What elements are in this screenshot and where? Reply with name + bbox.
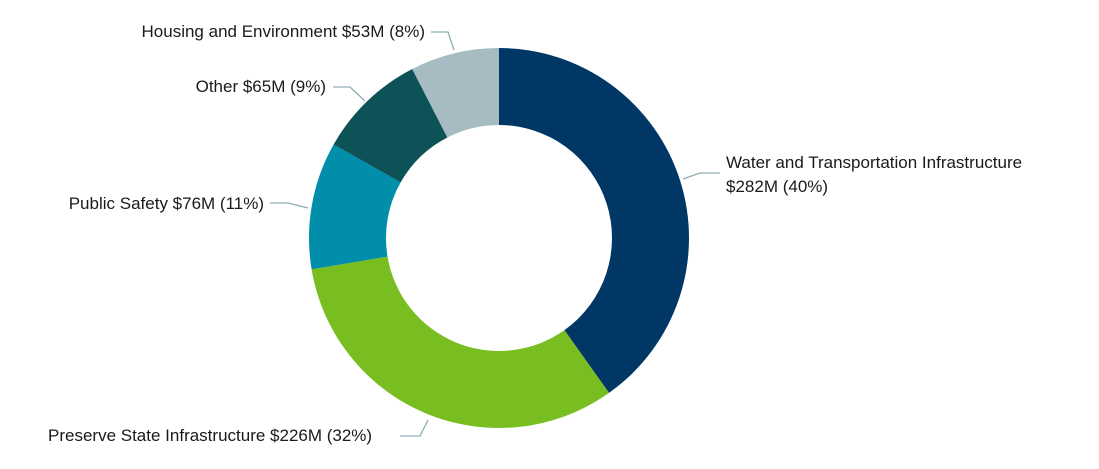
slice-label-housing: Housing and Environment $53M (8%)	[141, 22, 425, 41]
slice-label-public-safety: Public Safety $76M (11%)	[68, 194, 264, 213]
leader-line-other	[333, 86, 366, 102]
slice-housing-and-environment	[412, 48, 499, 138]
slice-other	[333, 68, 448, 183]
slice-public-safety	[309, 144, 401, 270]
leader-line-preserve	[400, 419, 429, 437]
leader-line-water	[682, 172, 720, 180]
slice-label-water-value: $282M (40%)	[726, 177, 829, 196]
slice-label-other: Other $65M (9%)	[195, 77, 326, 96]
leader-line-housing	[431, 31, 455, 51]
slice-label-preserve: Preserve State Infrastructure $226M (32%…	[48, 426, 373, 445]
slice-preserve-state-infrastructure	[311, 256, 610, 429]
slice-water-and-transportation-infrastructure	[499, 48, 690, 393]
slice-label-water: Water and Transportation Infrastructure …	[726, 151, 1022, 199]
slice-label-water-name: Water and Transportation Infrastructure	[726, 153, 1023, 172]
leader-line-public-safety	[270, 202, 309, 209]
